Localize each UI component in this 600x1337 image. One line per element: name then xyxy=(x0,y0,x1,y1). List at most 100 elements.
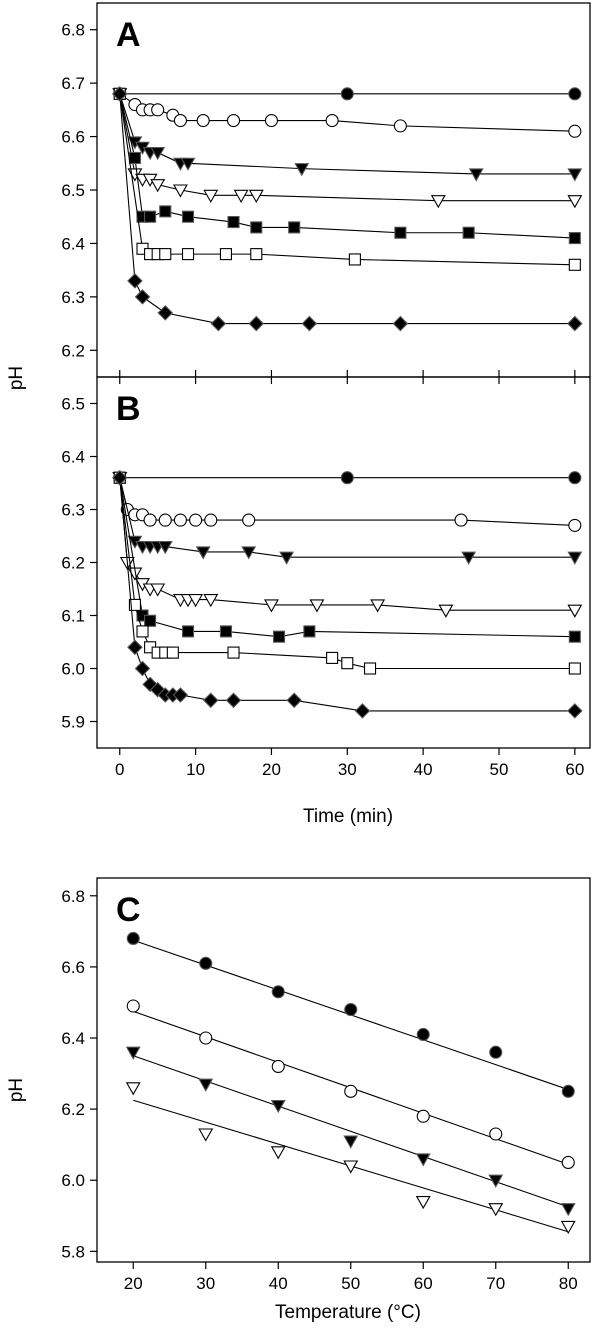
data-point xyxy=(294,163,310,177)
panel-a: 6.2 6.3 6.4 6.5 6.6 6.7 6.8 A xyxy=(61,2,591,384)
data-point xyxy=(461,551,477,565)
series-2 xyxy=(126,999,575,1169)
data-point xyxy=(279,551,295,565)
y-tick-label: 6.6 xyxy=(61,958,85,977)
y-tick-label: 6.4 xyxy=(61,1029,85,1048)
data-point xyxy=(125,1046,141,1060)
y-tick-label: 6.8 xyxy=(61,887,85,906)
data-point xyxy=(219,625,232,638)
data-point xyxy=(127,273,143,289)
panel-letter: A xyxy=(116,16,141,54)
y-axis-title-ab: pH xyxy=(6,366,27,390)
data-point xyxy=(354,703,371,719)
x-tick-label: 60 xyxy=(414,1274,433,1293)
data-point xyxy=(136,625,149,638)
data-point xyxy=(181,210,195,223)
fit-line xyxy=(133,1055,569,1208)
data-point xyxy=(111,86,128,102)
y-tick-label: 6.7 xyxy=(61,74,85,93)
data-point xyxy=(438,604,454,618)
data-point xyxy=(198,1128,214,1142)
data-point xyxy=(203,189,219,203)
data-point xyxy=(393,119,407,133)
data-point xyxy=(568,471,582,485)
series-7 xyxy=(111,86,583,332)
series-1 xyxy=(113,471,582,485)
data-point xyxy=(363,662,377,675)
data-point xyxy=(370,599,386,613)
data-point xyxy=(340,471,354,485)
data-point xyxy=(250,221,263,234)
data-point xyxy=(325,113,339,128)
data-point xyxy=(241,546,257,560)
data-point xyxy=(157,541,173,555)
x-tick-label: 0 xyxy=(115,760,124,779)
data-point xyxy=(489,1045,503,1059)
data-point xyxy=(225,692,242,709)
data-point xyxy=(150,583,166,597)
data-point xyxy=(144,210,157,223)
x-tick-label: 40 xyxy=(269,1274,288,1293)
data-point xyxy=(568,124,582,138)
y-tick-label: 6.2 xyxy=(61,554,85,573)
x-tick-label: 30 xyxy=(338,760,357,779)
plot-frame xyxy=(96,2,591,378)
panels-group: 6.2 6.3 6.4 6.5 6.6 6.7 6.8 A 5.9 6.0 6.1 6.2 6.3 6.4… xyxy=(61,2,591,1293)
series-line xyxy=(119,477,575,670)
data-point xyxy=(568,662,581,675)
data-point xyxy=(303,625,316,638)
data-point xyxy=(344,1084,358,1098)
y-tick-label: 6.2 xyxy=(61,341,85,360)
series-3 xyxy=(112,88,583,182)
data-point xyxy=(348,253,361,266)
y-tick-label: 6.4 xyxy=(61,234,85,253)
data-point xyxy=(150,147,166,161)
data-point xyxy=(344,1003,358,1017)
data-point xyxy=(173,513,187,527)
data-point xyxy=(567,604,583,618)
series-line xyxy=(119,477,575,611)
series-4 xyxy=(125,1082,576,1235)
x-axis-title-ab: Time (min) xyxy=(303,806,393,827)
data-point xyxy=(567,195,583,209)
series-4 xyxy=(112,472,583,618)
x-tick-label: 50 xyxy=(490,760,509,779)
data-point xyxy=(196,113,210,128)
data-point xyxy=(415,1196,431,1210)
data-point xyxy=(392,315,409,332)
data-point xyxy=(568,518,582,532)
data-point xyxy=(188,594,204,608)
data-point xyxy=(173,113,187,128)
data-point xyxy=(143,513,157,527)
data-point xyxy=(204,513,218,527)
data-point xyxy=(309,599,325,613)
panel-c: 5.8 6.0 6.2 6.4 6.6 6.8 20 30 40 50 60 70 80 C xyxy=(61,877,591,1293)
data-point xyxy=(128,151,141,164)
y-tick-label: 5.9 xyxy=(61,713,85,732)
x-tick-label: 80 xyxy=(559,1274,578,1293)
x-tick-label: 40 xyxy=(414,760,433,779)
y-tick-label: 6.2 xyxy=(61,1100,85,1119)
x-tick-label: 60 xyxy=(565,760,584,779)
data-point xyxy=(264,599,279,613)
data-point xyxy=(415,1153,431,1167)
data-point xyxy=(248,189,264,203)
data-point xyxy=(568,87,582,101)
data-point xyxy=(561,1084,575,1098)
data-point xyxy=(340,87,354,101)
data-point xyxy=(144,614,157,627)
data-point xyxy=(567,551,583,565)
y-tick-label: 6.0 xyxy=(61,1171,85,1190)
data-point xyxy=(159,248,172,261)
panel-letter: C xyxy=(116,891,141,929)
data-point xyxy=(227,646,240,659)
series-line xyxy=(119,93,575,239)
x-axis-title-c: Temperature (°C) xyxy=(275,1302,421,1323)
data-point xyxy=(195,546,211,560)
series-5 xyxy=(113,87,581,245)
series-7 xyxy=(111,469,583,719)
data-point xyxy=(561,1155,575,1169)
y-tick-label: 6.5 xyxy=(61,395,85,414)
plot-frame xyxy=(96,877,591,1263)
